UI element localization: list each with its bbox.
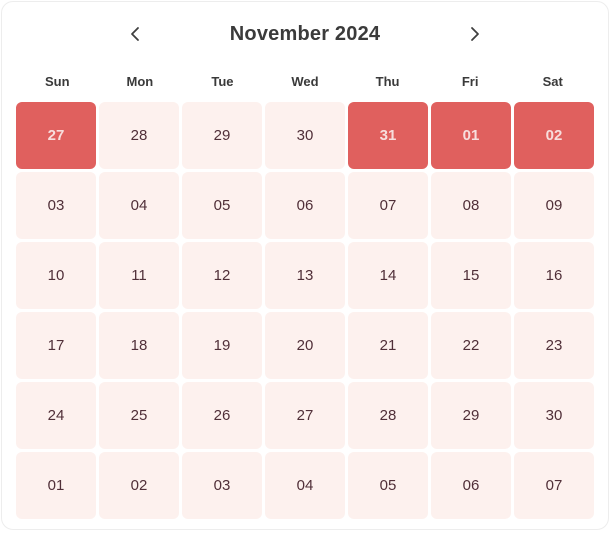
day-cell[interactable]: 03 [182,452,262,519]
day-cell[interactable]: 22 [431,312,511,379]
day-cell[interactable]: 06 [265,172,345,239]
day-cell[interactable]: 30 [514,382,594,449]
day-cell[interactable]: 30 [265,102,345,169]
day-cell[interactable]: 15 [431,242,511,309]
day-cell[interactable]: 19 [182,312,262,379]
calendar-title: November 2024 [229,22,381,45]
day-cell[interactable]: 25 [99,382,179,449]
prev-month-button[interactable] [122,21,148,47]
chevron-right-icon [468,26,482,42]
day-cell[interactable]: 05 [182,172,262,239]
day-cell[interactable]: 20 [265,312,345,379]
day-cell[interactable]: 04 [99,172,179,239]
next-month-button[interactable] [462,21,488,47]
weekday-label-tue: Tue [211,74,234,89]
day-cell[interactable]: 27 [16,102,96,169]
day-cell[interactable]: 31 [348,102,428,169]
day-cell[interactable]: 07 [348,172,428,239]
day-cell[interactable]: 27 [265,382,345,449]
weekday-label-fri: Fri [461,74,479,89]
day-cell[interactable]: 12 [182,242,262,309]
day-cell[interactable]: 01 [16,452,96,519]
day-cell[interactable]: 16 [514,242,594,309]
day-cell[interactable]: 17 [16,312,96,379]
day-cell[interactable]: 21 [348,312,428,379]
weekday-row: Sun Mon Tue Wed Thu Fri Sat [16,74,594,89]
chevron-left-icon [128,26,142,42]
day-cell[interactable]: 13 [265,242,345,309]
weekday-label-mon: Mon [126,74,154,89]
weekday-label-wed: Wed [291,74,319,89]
day-cell[interactable]: 07 [514,452,594,519]
day-cell[interactable]: 10 [16,242,96,309]
day-cell[interactable]: 29 [431,382,511,449]
day-cell[interactable]: 02 [99,452,179,519]
day-cell[interactable]: 06 [431,452,511,519]
day-cell[interactable]: 03 [16,172,96,239]
day-cell[interactable]: 29 [182,102,262,169]
day-cell[interactable]: 28 [348,382,428,449]
day-cell[interactable]: 08 [431,172,511,239]
day-cell[interactable]: 26 [182,382,262,449]
weekday-label-sat: Sat [542,74,563,89]
day-cell[interactable]: 18 [99,312,179,379]
day-cell[interactable]: 09 [514,172,594,239]
calendar-header: November 2024 [2,2,608,48]
day-cell[interactable]: 28 [99,102,179,169]
day-cell[interactable]: 14 [348,242,428,309]
calendar-grid: 27 28 29 30 31 01 02 03 04 05 06 07 08 09 10 11 12 13 14 15… [16,102,594,519]
day-cell[interactable]: 23 [514,312,594,379]
day-cell[interactable]: 01 [431,102,511,169]
day-cell[interactable]: 04 [265,452,345,519]
day-cell[interactable]: 24 [16,382,96,449]
day-cell[interactable]: 11 [99,242,179,309]
weekday-label-thu: Thu [375,74,400,89]
day-cell[interactable]: 05 [348,452,428,519]
weekday-label-sun: Sun [45,74,70,89]
day-cell[interactable]: 02 [514,102,594,169]
